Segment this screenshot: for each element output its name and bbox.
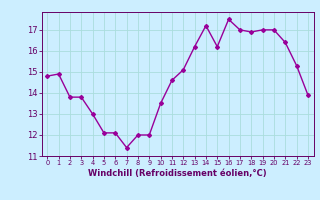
- X-axis label: Windchill (Refroidissement éolien,°C): Windchill (Refroidissement éolien,°C): [88, 169, 267, 178]
